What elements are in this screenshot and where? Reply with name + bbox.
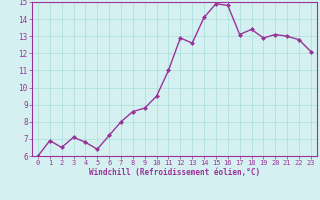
X-axis label: Windchill (Refroidissement éolien,°C): Windchill (Refroidissement éolien,°C) [89,168,260,177]
